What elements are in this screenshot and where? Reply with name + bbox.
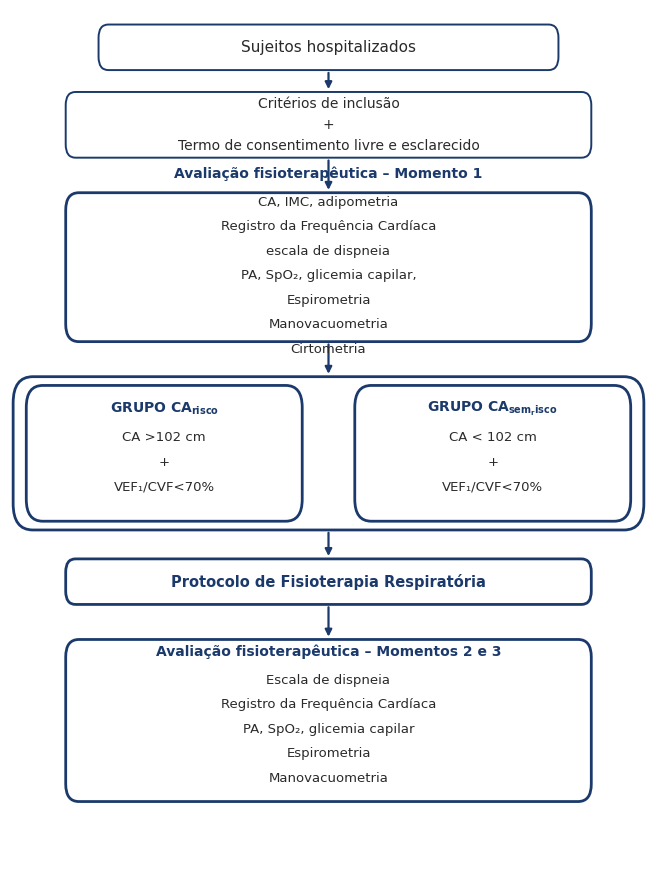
Text: Avaliação fisioterapêutica – Momento 1: Avaliação fisioterapêutica – Momento 1	[174, 166, 483, 180]
Text: CA, IMC, adipometria: CA, IMC, adipometria	[258, 196, 399, 208]
Text: Registro da Frequência Cardíaca: Registro da Frequência Cardíaca	[221, 221, 436, 233]
FancyBboxPatch shape	[66, 559, 591, 604]
Text: Espirometria: Espirometria	[286, 294, 371, 307]
FancyBboxPatch shape	[66, 92, 591, 158]
Text: Avaliação fisioterapêutica – Momentos 2 e 3: Avaliação fisioterapêutica – Momentos 2 …	[156, 644, 501, 659]
FancyBboxPatch shape	[99, 25, 558, 70]
Text: CA >102 cm: CA >102 cm	[122, 431, 206, 444]
Text: escala de dispneia: escala de dispneia	[267, 245, 390, 258]
Text: VEF₁/CVF<70%: VEF₁/CVF<70%	[114, 480, 215, 493]
Text: +: +	[323, 118, 334, 131]
Text: VEF₁/CVF<70%: VEF₁/CVF<70%	[442, 480, 543, 493]
Text: Sujeitos hospitalizados: Sujeitos hospitalizados	[241, 39, 416, 55]
FancyBboxPatch shape	[66, 639, 591, 802]
Text: PA, SpO₂, glicemia capilar: PA, SpO₂, glicemia capilar	[242, 723, 415, 736]
Text: Manovacuometria: Manovacuometria	[269, 772, 388, 785]
Text: Cirtometria: Cirtometria	[290, 343, 367, 356]
Text: Registro da Frequência Cardíaca: Registro da Frequência Cardíaca	[221, 698, 436, 711]
Text: Critérios de inclusão: Critérios de inclusão	[258, 97, 399, 110]
Text: +: +	[159, 456, 170, 469]
Text: Espirometria: Espirometria	[286, 747, 371, 760]
FancyBboxPatch shape	[355, 385, 631, 521]
Text: Escala de dispneia: Escala de dispneia	[267, 674, 390, 687]
FancyBboxPatch shape	[26, 385, 302, 521]
Text: GRUPO CA$_{\mathregular{sem_risco}}$: GRUPO CA$_{\mathregular{sem_risco}}$	[428, 399, 558, 418]
Text: +: +	[487, 456, 498, 469]
Text: Manovacuometria: Manovacuometria	[269, 319, 388, 331]
Text: Termo de consentimento livre e esclarecido: Termo de consentimento livre e esclareci…	[177, 139, 480, 152]
Text: CA < 102 cm: CA < 102 cm	[449, 431, 537, 444]
Text: GRUPO CA$_{\mathregular{risco}}$: GRUPO CA$_{\mathregular{risco}}$	[110, 400, 219, 417]
FancyBboxPatch shape	[66, 193, 591, 342]
Text: PA, SpO₂, glicemia capilar,: PA, SpO₂, glicemia capilar,	[240, 270, 417, 282]
FancyBboxPatch shape	[13, 377, 644, 530]
Text: Protocolo de Fisioterapia Respiratória: Protocolo de Fisioterapia Respiratória	[171, 574, 486, 590]
